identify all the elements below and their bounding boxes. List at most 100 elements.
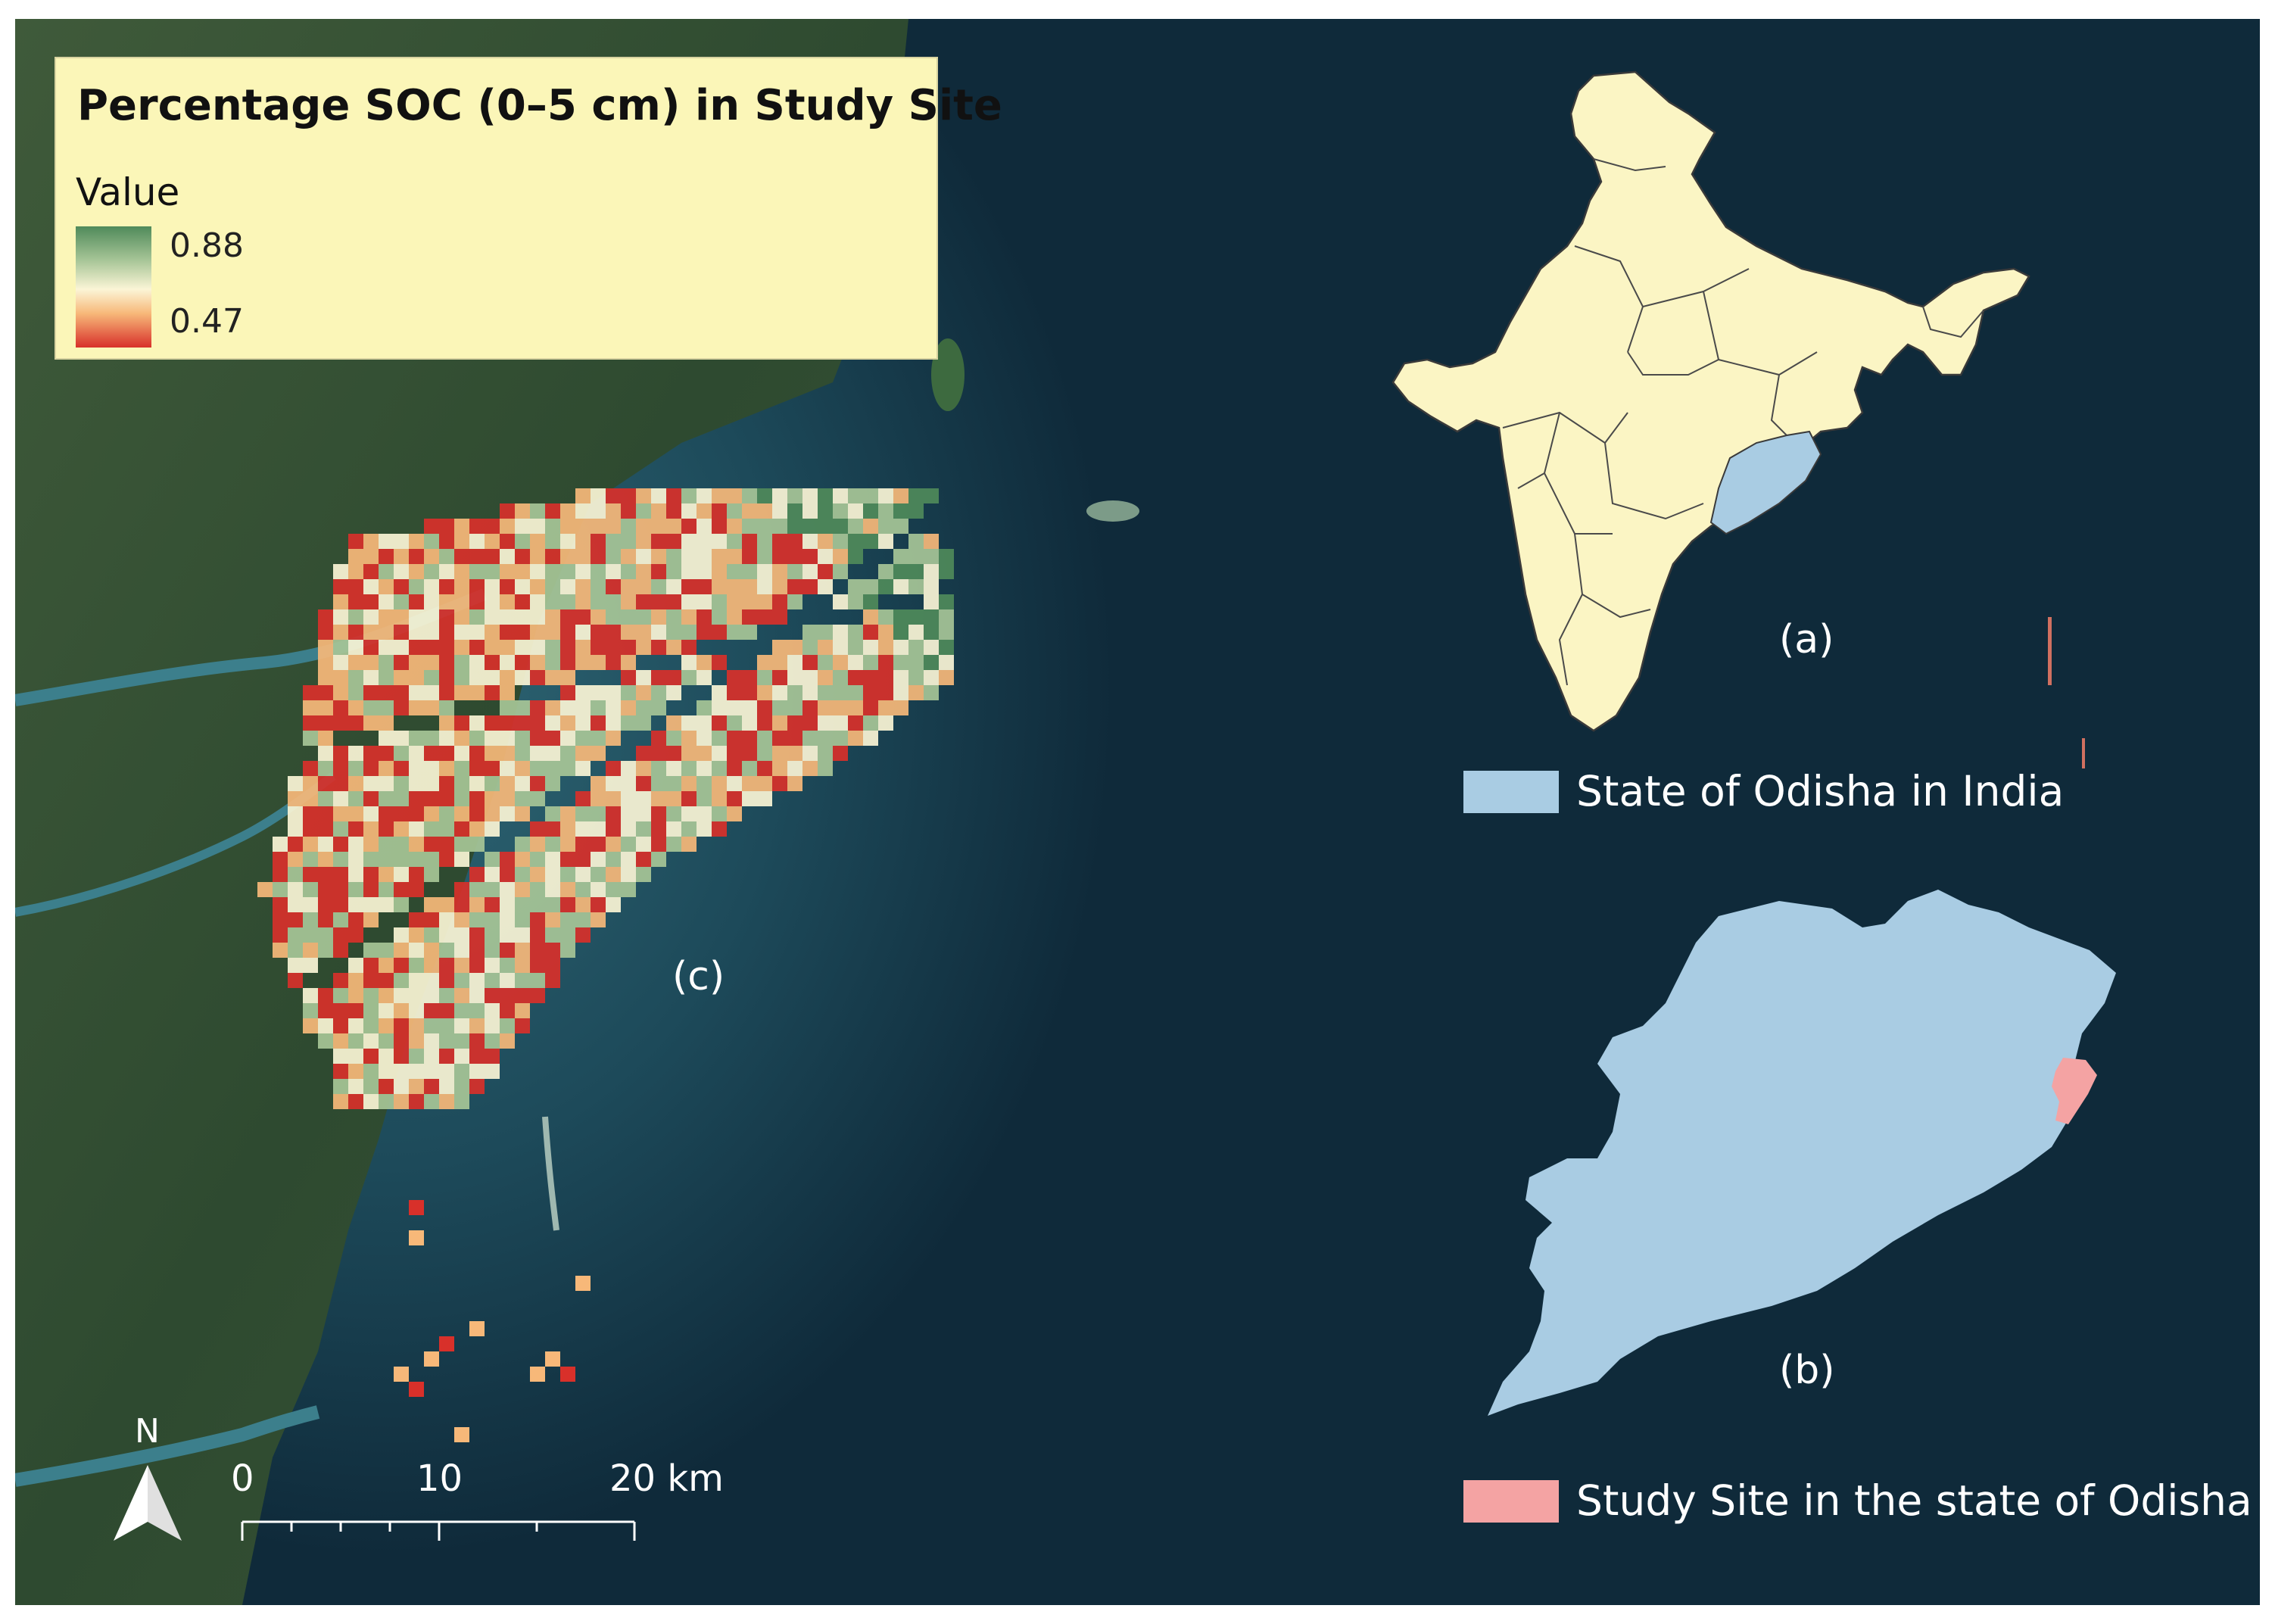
soc-raster-cell: [697, 503, 712, 519]
soc-raster-cell: [591, 897, 606, 912]
soc-raster-cell: [606, 503, 621, 519]
soc-raster-cell: [772, 534, 787, 549]
soc-raster-cell: [333, 1079, 348, 1094]
soc-raster-cell: [333, 1064, 348, 1079]
soc-raster-cell: [878, 519, 893, 534]
soc-raster-cell: [742, 685, 757, 700]
soc-raster-cell: [681, 640, 697, 655]
legend-max-value: 0.88: [170, 226, 244, 265]
soc-raster-cell: [363, 806, 379, 821]
soc-raster-cell: [394, 579, 409, 594]
soc-raster-cell: [666, 685, 681, 700]
soc-raster-cell: [787, 564, 802, 579]
soc-raster-cell: [651, 852, 666, 867]
study-site-key-label: Study Site in the state of Odisha: [1576, 1476, 2252, 1525]
soc-raster-cell: [606, 609, 621, 625]
soc-raster-cell: [469, 1018, 485, 1033]
soc-raster-cell: [575, 837, 591, 852]
soc-raster-cell: [545, 882, 560, 897]
soc-raster-cell: [333, 867, 348, 882]
soc-raster-cell: [454, 1018, 469, 1033]
soc-raster-cell: [848, 549, 863, 564]
soc-raster-cell: [333, 912, 348, 927]
soc-raster-cell: [394, 821, 409, 837]
soc-raster-cell: [409, 579, 424, 594]
soc-raster-cell: [379, 806, 394, 821]
soc-raster-cell: [485, 1033, 500, 1049]
soc-raster-cell: [394, 746, 409, 761]
soc-raster-cell: [636, 594, 651, 609]
soc-raster-cell: [530, 1367, 545, 1382]
soc-raster-cell: [712, 609, 727, 625]
soc-raster-cell: [651, 761, 666, 776]
soc-raster-cell: [681, 579, 697, 594]
soc-raster-cell: [651, 625, 666, 640]
soc-raster-cell: [651, 806, 666, 821]
soc-raster-cell: [560, 867, 575, 882]
soc-raster-cell: [833, 685, 848, 700]
soc-raster-cell: [530, 852, 545, 867]
soc-raster-cell: [575, 564, 591, 579]
soc-raster-cell: [787, 715, 802, 731]
soc-raster-cell: [772, 503, 787, 519]
soc-raster-cell: [500, 549, 515, 564]
soc-raster-cell: [606, 488, 621, 503]
soc-raster-cell: [409, 1094, 424, 1109]
soc-raster-cell: [651, 837, 666, 852]
soc-raster-cell: [363, 670, 379, 685]
soc-raster-cell: [681, 670, 697, 685]
soc-raster-cell: [469, 519, 485, 534]
soc-raster-cell: [363, 776, 379, 791]
soc-raster-cell: [485, 988, 500, 1003]
soc-raster-cell: [454, 640, 469, 655]
soc-raster-cell: [454, 594, 469, 609]
soc-raster-cell: [924, 655, 939, 670]
soc-raster-cell: [757, 519, 772, 534]
soc-raster-cell: [394, 776, 409, 791]
soc-raster-cell: [742, 549, 757, 564]
soc-raster-cell: [802, 519, 818, 534]
soc-raster-cell: [666, 821, 681, 837]
soc-raster-cell: [787, 594, 802, 609]
soc-raster-cell: [606, 837, 621, 852]
soc-raster-cell: [530, 927, 545, 943]
soc-raster-cell: [318, 731, 333, 746]
soc-raster-cell: [500, 534, 515, 549]
soc-raster-cell: [848, 700, 863, 715]
soc-raster-cell: [712, 761, 727, 776]
soc-raster-cell: [772, 564, 787, 579]
soc-raster-cell: [288, 912, 303, 927]
soc-raster-cell: [348, 791, 363, 806]
soc-raster-cell: [273, 867, 288, 882]
soc-raster-cell: [333, 882, 348, 897]
soc-raster-cell: [697, 609, 712, 625]
soc-raster-cell: [757, 579, 772, 594]
soc-raster-cell: [757, 791, 772, 806]
soc-raster-cell: [273, 897, 288, 912]
soc-raster-cell: [545, 852, 560, 867]
soc-raster-cell: [848, 731, 863, 746]
soc-raster-cell: [818, 579, 833, 594]
soc-raster-cell: [681, 776, 697, 791]
soc-raster-cell: [363, 655, 379, 670]
soc-raster-cell: [530, 534, 545, 549]
soc-raster-cell: [848, 715, 863, 731]
soc-raster-cell: [454, 761, 469, 776]
soc-raster-cell: [348, 1003, 363, 1018]
soc-raster-cell: [591, 867, 606, 882]
soc-raster-cell: [333, 761, 348, 776]
soc-raster-cell: [409, 761, 424, 776]
soc-raster-cell: [439, 670, 454, 685]
soc-raster-cell: [742, 670, 757, 685]
soc-raster-cell: [515, 594, 530, 609]
soc-raster-cell: [697, 594, 712, 609]
soc-raster-cell: [409, 564, 424, 579]
soc-raster-cell: [727, 625, 742, 640]
scale-tick-10: 10: [416, 1457, 463, 1500]
soc-raster-cell: [802, 503, 818, 519]
soc-raster-cell: [439, 731, 454, 746]
panel-label-a: (a): [1779, 617, 1834, 662]
soc-raster-cell: [409, 1230, 424, 1245]
soc-raster-cell: [409, 776, 424, 791]
soc-raster-cell: [591, 806, 606, 821]
